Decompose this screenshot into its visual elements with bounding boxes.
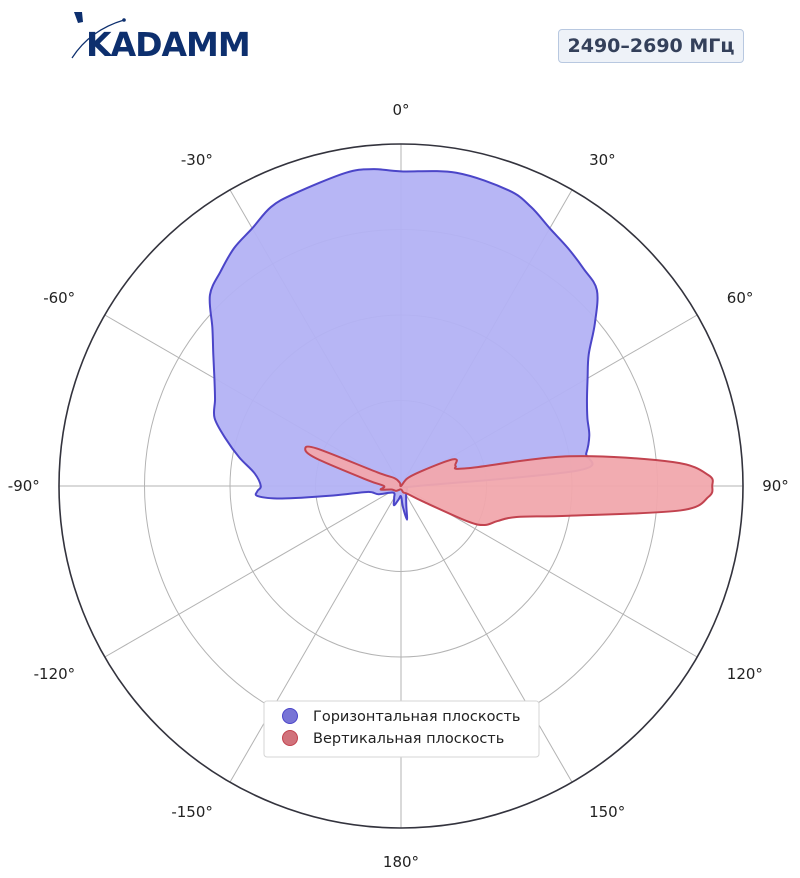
chart-legend: Горизонтальная плоскость Вертикальная пл…	[263, 700, 540, 758]
grid-spoke	[229, 485, 402, 783]
angle-tick-label: 60°	[727, 289, 754, 307]
kadamm-logo: KADAMM	[66, 8, 266, 64]
angle-tick-label: -30°	[181, 151, 213, 169]
angle-tick-label: 0°	[392, 101, 409, 119]
angle-tick-label: -150°	[171, 803, 213, 821]
angle-tick-label: -120°	[34, 665, 76, 683]
logo-wordmark: KADAMM	[86, 25, 250, 64]
angle-tick-label: 150°	[589, 803, 625, 821]
legend-frame	[263, 700, 540, 758]
angle-tick-label: 30°	[589, 151, 616, 169]
legend-marker-vertical	[282, 730, 298, 746]
outer-ring-layer	[58, 143, 744, 829]
grid-spoke	[400, 485, 573, 783]
kadamm-logo-graphic: KADAMM	[71, 12, 251, 64]
angle-tick-label: -60°	[43, 289, 75, 307]
legend-label-horizontal: Горизонтальная плоскость	[313, 709, 520, 725]
frequency-badge: 2490–2690 МГц	[558, 29, 744, 63]
legend-label-vertical: Вертикальная плоскость	[313, 731, 504, 747]
outer-ring	[58, 143, 744, 829]
series-horizontal-plane	[208, 168, 599, 521]
angle-tick-label: -90°	[8, 477, 40, 495]
angle-tick-label: 180°	[383, 853, 419, 871]
legend-marker-horizontal	[282, 708, 298, 724]
angle-tick-label: 120°	[727, 665, 763, 683]
angle-tick-labels: 0° 30° 60° 90° 120° 150° 180° -150° -120° -90° -60…	[8, 101, 789, 871]
series-layer	[208, 168, 714, 527]
series-vertical-plane	[304, 445, 714, 527]
angle-tick-label: 90°	[762, 477, 789, 495]
grid-spoke	[104, 485, 402, 658]
